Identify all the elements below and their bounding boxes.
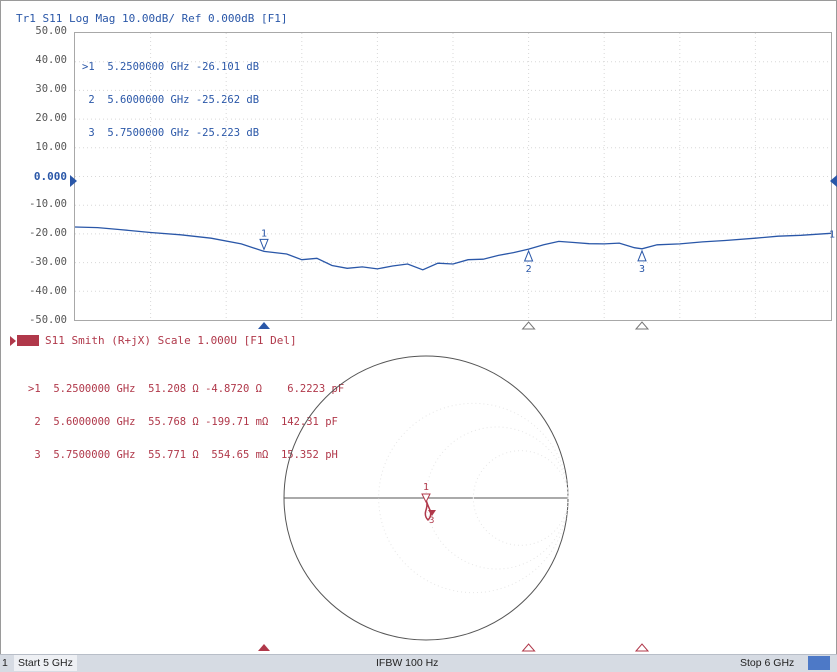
stop-frequency[interactable]: Stop 6 GHz — [740, 657, 795, 669]
marker-label: 2 — [526, 264, 532, 275]
marker-indicator-active — [258, 322, 270, 329]
active-trace-arrow-icon — [10, 335, 16, 346]
trace2-marker-row[interactable]: 2 5.6000000 GHz 55.768 Ω -199.71 mΩ 142.… — [34, 416, 338, 428]
marker-label: 3 — [639, 264, 645, 275]
trace2-marker-row[interactable]: 3 5.7500000 GHz 55.771 Ω 554.65 mΩ 15.35… — [34, 449, 338, 461]
trace1-marker-table: >1 5.2500000 GHz -26.101 dB 2 5.6000000 … — [82, 40, 259, 150]
smith-marker-indicator — [521, 643, 536, 652]
smith-marker-cluster — [428, 510, 436, 516]
channel-status-badge[interactable] — [808, 656, 830, 670]
trace-end-label: 1 — [829, 229, 835, 240]
trace2-marker-table: >1 5.2500000 GHz 51.208 Ω -4.8720 Ω 6.22… — [28, 362, 344, 472]
y-tick-label: 40.00 — [35, 53, 67, 66]
trace2-marker-row[interactable]: >1 5.2500000 GHz 51.208 Ω -4.8720 Ω 6.22… — [28, 383, 345, 395]
marker-triangle — [259, 238, 269, 251]
marker-triangle — [523, 249, 534, 262]
y-tick-label: -50.00 — [29, 314, 67, 326]
y-tick-label: -40.00 — [29, 285, 67, 298]
ref-level-left-arrow[interactable] — [70, 175, 77, 187]
y-tick-label: -20.00 — [29, 227, 67, 240]
y-tick-label: 20.00 — [35, 111, 67, 124]
channel-number[interactable]: 1 — [2, 657, 8, 669]
y-tick-label: 50.00 — [35, 25, 67, 37]
start-frequency[interactable]: Start 5 GHz — [14, 655, 77, 671]
y-tick-label: -10.00 — [29, 198, 67, 211]
smith-marker-label: 3 — [429, 516, 434, 526]
marker-triangle — [637, 249, 647, 262]
status-bar: 1 Start 5 GHz IFBW 100 Hz Stop 6 GHz — [0, 654, 837, 672]
trace2-badge[interactable] — [17, 335, 39, 346]
smith-resistance-circle — [472, 450, 569, 546]
trace1-title[interactable]: Tr1 S11 Log Mag 10.00dB/ Ref 0.000dB [F1… — [16, 12, 288, 25]
y-tick-label: 30.00 — [35, 82, 67, 95]
trace1-marker-row[interactable]: 2 5.6000000 GHz -25.262 dB — [88, 94, 260, 106]
smith-marker-triangle — [421, 493, 431, 504]
trace1-marker-row[interactable]: 3 5.7500000 GHz -25.223 dB — [88, 127, 260, 139]
marker-indicator — [634, 321, 650, 330]
s11-trace-line — [74, 226, 832, 271]
y-tick-label: -30.00 — [29, 256, 67, 269]
ifbw-setting[interactable]: IFBW 100 Hz — [376, 657, 439, 669]
trace2-title-text: S11 Smith (R+jX) Scale 1.000U [F1 Del] — [45, 334, 297, 347]
y-tick-label: 0.000 — [33, 169, 67, 183]
y-tick-label: 10.00 — [35, 140, 67, 153]
marker-indicator — [521, 321, 536, 330]
trace2-title[interactable]: S11 Smith (R+jX) Scale 1.000U [F1 Del] — [10, 334, 297, 347]
smith-marker-label: 1 — [423, 482, 429, 493]
smith-marker-indicator-active — [258, 644, 270, 651]
smith-trace — [424, 499, 432, 522]
marker-label: 1 — [261, 228, 267, 239]
smith-marker-indicator — [634, 643, 650, 652]
ref-level-right-arrow[interactable] — [830, 175, 837, 187]
trace1-marker-row[interactable]: >1 5.2500000 GHz -26.101 dB — [82, 61, 260, 73]
